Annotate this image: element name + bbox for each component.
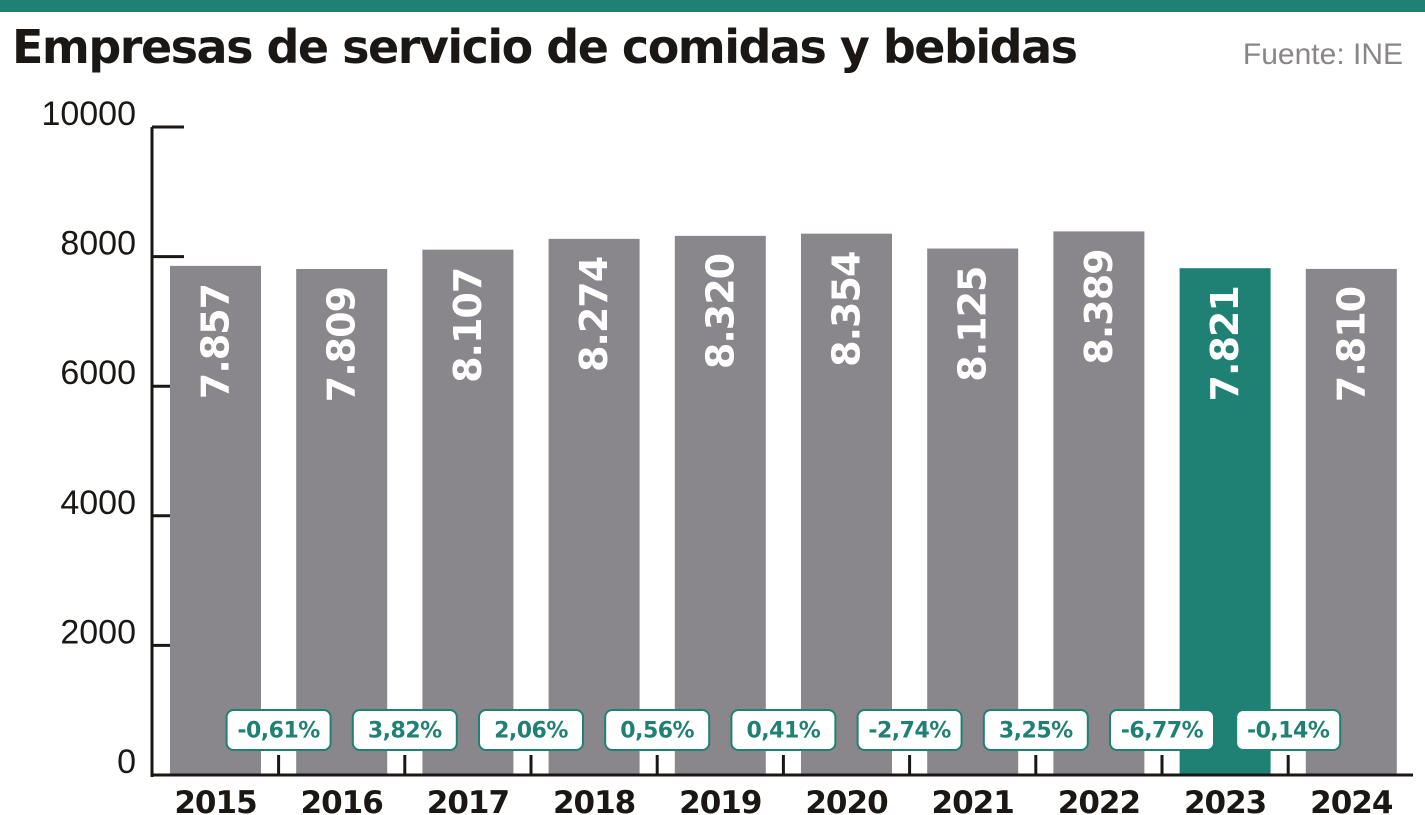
bar-2019 bbox=[674, 235, 766, 775]
bar-2017 bbox=[422, 249, 514, 776]
x-tick-label: 2023 bbox=[1184, 785, 1266, 815]
bar-value-label: 7.821 bbox=[1203, 286, 1247, 401]
bar-value-label: 8.125 bbox=[951, 266, 995, 381]
change-badge-label: 3,25% bbox=[999, 719, 1073, 744]
bar-value-label: 7.857 bbox=[194, 284, 238, 399]
bar-value-label: 8.274 bbox=[572, 257, 616, 372]
chart-title: Empresas de servicio de comidas y bebida… bbox=[12, 20, 1078, 74]
top-accent-bar bbox=[0, 0, 1425, 12]
change-badge-label: 0,56% bbox=[620, 719, 694, 744]
bar-2015 bbox=[170, 265, 261, 775]
y-tick-label: 2000 bbox=[60, 613, 136, 651]
x-tick-label: 2021 bbox=[932, 785, 1014, 815]
x-tick-label: 2024 bbox=[1310, 785, 1393, 815]
change-badge bbox=[351, 709, 458, 751]
change-badge bbox=[856, 709, 963, 751]
y-tick-label: 6000 bbox=[60, 354, 136, 392]
bar-value-label: 8.320 bbox=[698, 254, 742, 369]
bar-2021 bbox=[927, 248, 1019, 775]
x-tick-label: 2019 bbox=[679, 785, 761, 815]
bar-value-label: 8.389 bbox=[1077, 249, 1121, 364]
change-badge-label: -0,61% bbox=[237, 719, 320, 744]
y-tick-label: 10000 bbox=[41, 95, 136, 133]
change-badge-label: 2,06% bbox=[494, 719, 568, 744]
x-tick-label: 2020 bbox=[805, 785, 888, 815]
bar-2023 bbox=[1179, 268, 1271, 775]
source-label: Fuente: INE bbox=[1242, 38, 1403, 71]
change-badge bbox=[982, 709, 1089, 751]
bar-value-label: 8.107 bbox=[446, 268, 490, 383]
change-badge-label: 3,82% bbox=[368, 719, 442, 744]
x-tick-label: 2015 bbox=[174, 785, 256, 815]
change-badge bbox=[225, 709, 332, 751]
change-badge bbox=[478, 709, 584, 751]
y-tick-label: 0 bbox=[117, 743, 136, 781]
x-tick-label: 2016 bbox=[301, 785, 383, 815]
bar-value-label: 7.810 bbox=[1329, 287, 1373, 402]
change-badge-label: -0,14% bbox=[1247, 719, 1330, 744]
bar-value-label: 8.354 bbox=[825, 252, 869, 367]
bar-2016 bbox=[296, 268, 388, 775]
bar-2024 bbox=[1305, 268, 1397, 775]
change-badge bbox=[1235, 709, 1342, 751]
change-badge bbox=[1109, 709, 1215, 751]
x-tick-label: 2022 bbox=[1058, 785, 1140, 815]
bar-2022 bbox=[1053, 231, 1145, 775]
bar-2020 bbox=[801, 233, 892, 776]
x-tick-label: 2017 bbox=[427, 785, 509, 815]
change-badge-label: -6,77% bbox=[1121, 719, 1204, 744]
bar-value-label: 7.809 bbox=[320, 287, 364, 402]
change-badge bbox=[730, 709, 837, 751]
y-tick-label: 8000 bbox=[60, 225, 136, 263]
y-tick-label: 4000 bbox=[60, 484, 136, 522]
x-tick-label: 2018 bbox=[553, 785, 635, 815]
change-badge bbox=[604, 709, 711, 751]
bar-2018 bbox=[548, 238, 640, 776]
change-badge-label: -2,74% bbox=[868, 719, 951, 744]
change-badge-label: 0,41% bbox=[746, 719, 820, 744]
